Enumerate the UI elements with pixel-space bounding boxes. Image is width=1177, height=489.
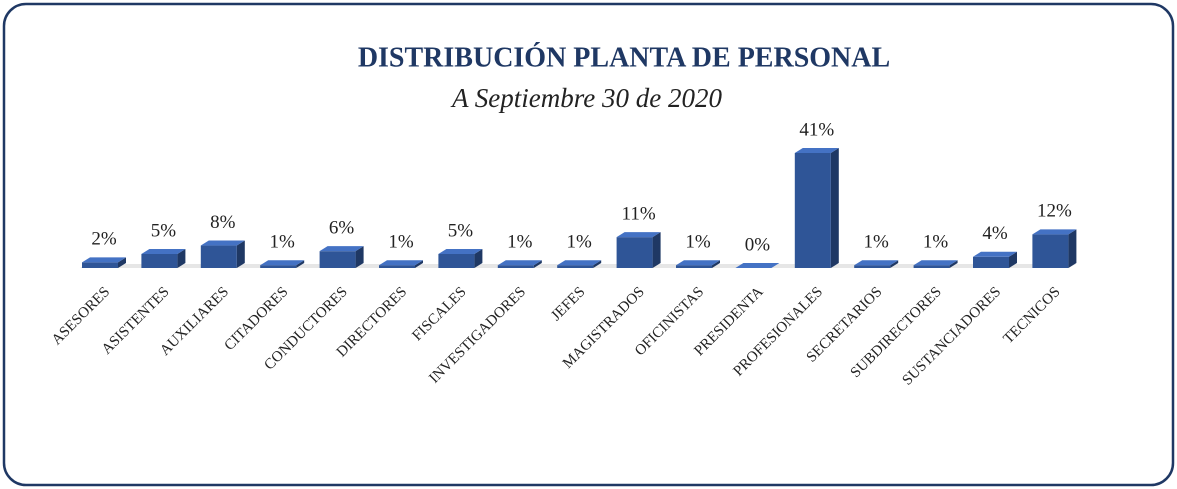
data-label: 12% bbox=[1037, 201, 1072, 222]
bar-top bbox=[379, 260, 423, 266]
bar-side bbox=[830, 148, 839, 268]
data-label: 1% bbox=[685, 232, 711, 253]
data-label: 1% bbox=[923, 232, 949, 253]
data-label: 8% bbox=[210, 212, 236, 233]
bar-side bbox=[652, 232, 661, 268]
data-label: 11% bbox=[622, 204, 656, 225]
data-label: 1% bbox=[507, 232, 533, 253]
bar bbox=[913, 265, 950, 268]
bar bbox=[438, 253, 475, 268]
bar bbox=[973, 256, 1009, 268]
data-label: 6% bbox=[329, 218, 355, 239]
bar-top bbox=[319, 246, 364, 252]
bar bbox=[200, 245, 237, 268]
bar bbox=[1032, 234, 1069, 268]
bar bbox=[794, 153, 831, 268]
bar-side bbox=[415, 260, 423, 268]
data-label: 0% bbox=[745, 234, 771, 255]
bar-top bbox=[794, 148, 839, 153]
chart-title: DISTRIBUCIÓN PLANTA DE PERSONAL bbox=[358, 42, 890, 73]
bar-top bbox=[82, 257, 126, 263]
data-label: 1% bbox=[567, 232, 593, 253]
bar-side bbox=[474, 248, 483, 268]
bar bbox=[141, 253, 178, 268]
bar bbox=[379, 265, 415, 268]
bar-top bbox=[854, 260, 899, 266]
data-label: 4% bbox=[982, 223, 1008, 244]
bar-top bbox=[438, 248, 483, 254]
bar bbox=[854, 265, 891, 268]
bar bbox=[557, 265, 594, 268]
chart-subtitle: A Septiembre 30 de 2020 bbox=[450, 83, 722, 113]
bar bbox=[260, 265, 297, 268]
bar-side bbox=[177, 248, 186, 268]
data-label: 1% bbox=[270, 232, 296, 253]
bar-top bbox=[260, 260, 305, 266]
bar-side bbox=[1009, 251, 1017, 268]
data-label: 1% bbox=[388, 232, 414, 253]
bar-side bbox=[593, 260, 602, 268]
bar-side bbox=[118, 257, 126, 268]
bar bbox=[616, 237, 653, 268]
bar-top bbox=[1032, 229, 1077, 235]
bar-side bbox=[355, 246, 364, 268]
bar bbox=[497, 265, 534, 268]
bar bbox=[82, 262, 118, 268]
bar bbox=[676, 265, 712, 268]
bar-side bbox=[236, 240, 245, 268]
bar-side bbox=[533, 260, 542, 268]
bar-top bbox=[616, 232, 661, 238]
bar bbox=[319, 251, 356, 268]
bar-side bbox=[1068, 229, 1077, 268]
bar-top bbox=[557, 260, 602, 266]
data-label: 2% bbox=[91, 229, 117, 250]
bar-side bbox=[712, 260, 720, 268]
data-label: 41% bbox=[799, 119, 834, 140]
bar-top bbox=[497, 260, 542, 266]
data-label: 5% bbox=[151, 220, 177, 241]
bar-top bbox=[913, 260, 958, 266]
bar-top bbox=[676, 260, 720, 266]
bar-top bbox=[141, 248, 186, 254]
bar-top bbox=[200, 240, 245, 246]
bar-top bbox=[735, 263, 780, 268]
bar-top bbox=[973, 251, 1017, 257]
data-label: 5% bbox=[448, 220, 474, 241]
bar-side bbox=[890, 260, 899, 268]
bar-side bbox=[296, 260, 305, 268]
bar-side bbox=[949, 260, 958, 268]
data-label: 1% bbox=[864, 232, 890, 253]
